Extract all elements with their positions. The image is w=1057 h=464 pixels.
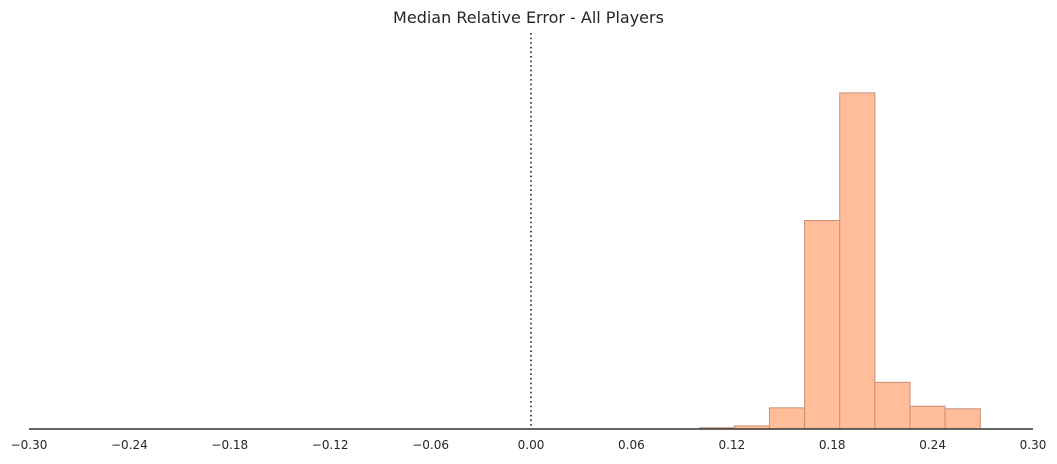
histogram-bar bbox=[944, 408, 981, 430]
x-tick-label: −0.06 bbox=[412, 438, 449, 452]
x-tick-label: −0.18 bbox=[211, 438, 248, 452]
x-tick-label: −0.30 bbox=[11, 438, 48, 452]
x-tick-label: 0.12 bbox=[718, 438, 745, 452]
x-tick-label: 0.00 bbox=[518, 438, 545, 452]
x-tick-label: 0.24 bbox=[919, 438, 946, 452]
x-tick-label: 0.18 bbox=[819, 438, 846, 452]
histogram-bar bbox=[909, 405, 946, 430]
x-axis-ticks: −0.30 −0.24 −0.18 −0.12 −0.06 0.00 0.06 0.12 0.1… bbox=[11, 438, 1047, 452]
chart-title: Median Relative Error - All Players bbox=[393, 8, 664, 27]
histogram-bar bbox=[839, 92, 876, 430]
histogram-bar bbox=[874, 381, 911, 430]
x-tick-label: 0.06 bbox=[618, 438, 645, 452]
x-tick-label: −0.24 bbox=[111, 438, 148, 452]
x-tick-label: −0.12 bbox=[312, 438, 349, 452]
histogram-bar bbox=[768, 407, 806, 430]
histogram-bars bbox=[699, 92, 981, 430]
x-tick-label: 0.30 bbox=[1020, 438, 1047, 452]
histogram-bar bbox=[804, 219, 841, 430]
